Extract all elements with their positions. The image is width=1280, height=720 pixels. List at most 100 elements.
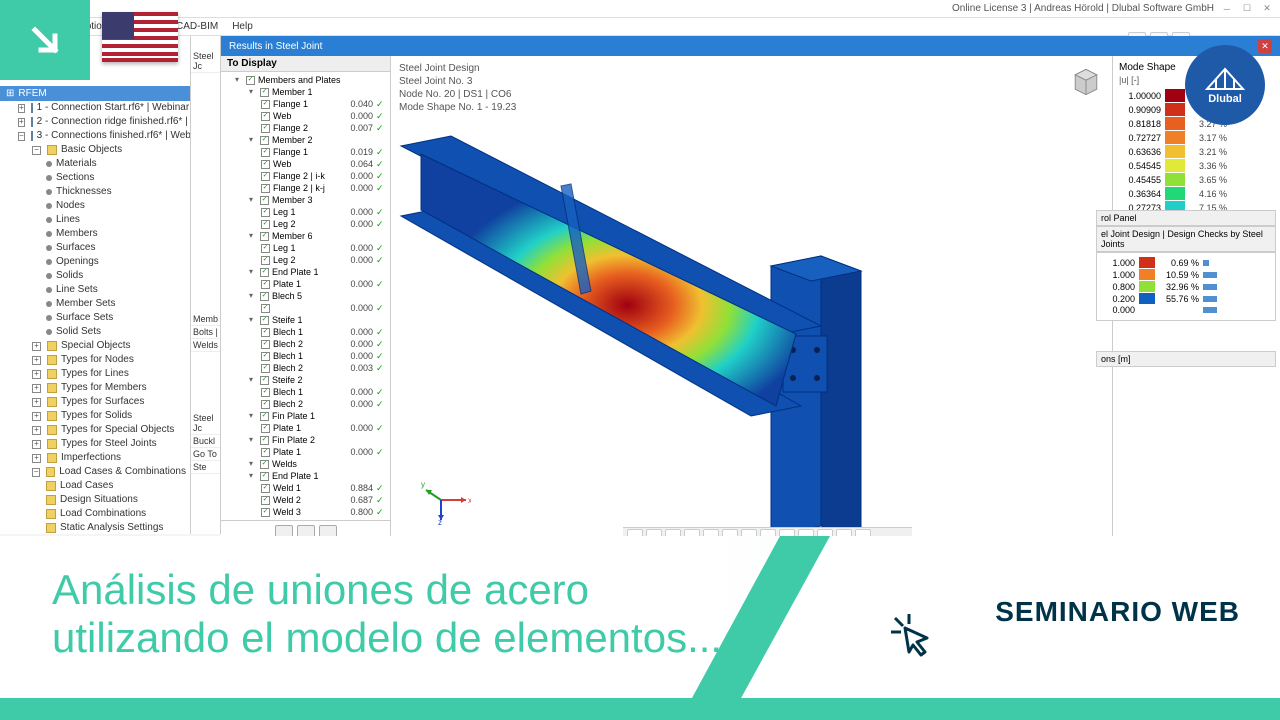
tree-file-3[interactable]: −3 - Connections finished.rf6* | Webinar — [0, 129, 190, 143]
tree-lcc[interactable]: −Load Cases & Combinations — [0, 465, 190, 479]
tree-item[interactable]: Solids — [0, 269, 190, 283]
rp-row: 0.000 — [1101, 305, 1271, 315]
disp-part[interactable]: ✓Leg 20.000✓ — [223, 254, 388, 266]
disp-part[interactable]: ✓Plate 10.000✓ — [223, 422, 388, 434]
legend-row: 0.454553.65 % — [1119, 173, 1274, 186]
tree-item[interactable]: +Types for Special Objects — [0, 423, 190, 437]
disp-part[interactable]: ✓Flange 10.019✓ — [223, 146, 388, 158]
flag-icon — [102, 12, 178, 62]
tree-item[interactable]: +Types for Lines — [0, 367, 190, 381]
tree-item[interactable]: Members — [0, 227, 190, 241]
tree-item[interactable]: Load Combinations — [0, 507, 190, 521]
tree-item[interactable]: Surfaces — [0, 241, 190, 255]
tree-file-1[interactable]: +1 - Connection Start.rf6* | Webinar — [0, 101, 190, 115]
tree-item[interactable]: Surface Sets — [0, 311, 190, 325]
disp-part[interactable]: ✓Weld 10.884✓ — [223, 482, 388, 494]
maximize-icon[interactable]: ☐ — [1240, 3, 1254, 15]
rp-header2: el Joint Design | Design Checks by Steel… — [1096, 226, 1276, 252]
disp-part[interactable]: ✓0.000✓ — [223, 302, 388, 314]
disp-part[interactable]: ✓Plate 10.000✓ — [223, 278, 388, 290]
tree-item[interactable]: Member Sets — [0, 297, 190, 311]
disp-part[interactable]: ✓Leg 20.000✓ — [223, 218, 388, 230]
disp-member[interactable]: ▾✓Fin Plate 1 — [223, 410, 388, 422]
legend-row: 0.363644.16 % — [1119, 187, 1274, 200]
tree-item[interactable]: +Special Objects — [0, 339, 190, 353]
disp-part[interactable]: ✓Plate 10.000✓ — [223, 446, 388, 458]
nav-root[interactable]: RFEM — [0, 86, 190, 101]
side-label: Buckl — [191, 435, 220, 448]
results-close-icon[interactable]: ✕ — [1258, 39, 1272, 53]
svg-text:x: x — [468, 496, 471, 505]
disp-part[interactable]: ✓Flange 2 | k-j0.000✓ — [223, 182, 388, 194]
rp-header3: ons [m] — [1096, 351, 1276, 367]
menubar: sults Tools Options Window CAD-BIM Help — [0, 18, 1280, 36]
side-label: Memb — [191, 313, 220, 326]
disp-member[interactable]: ▾✓Member 2 — [223, 134, 388, 146]
navigator-tree[interactable]: RFEM +1 - Connection Start.rf6* | Webina… — [0, 36, 191, 534]
tree-item[interactable]: Sections — [0, 171, 190, 185]
disp-member[interactable]: ▾✓End Plate 1 — [223, 470, 388, 482]
svg-text:y: y — [421, 480, 425, 489]
display-tree[interactable]: ▾✓Members and Plates▾✓Member 1✓Flange 10… — [221, 72, 390, 520]
tree-item[interactable]: +Types for Members — [0, 381, 190, 395]
tree-item[interactable]: Lines — [0, 213, 190, 227]
disp-part[interactable]: ✓Weld 30.800✓ — [223, 506, 388, 518]
disp-part[interactable]: ✓Flange 20.007✓ — [223, 122, 388, 134]
disp-part[interactable]: ✓Blech 20.000✓ — [223, 398, 388, 410]
view-cube-icon[interactable] — [1068, 64, 1104, 100]
tree-item[interactable]: Openings — [0, 255, 190, 269]
disp-member[interactable]: ▾✓End Plate 1 — [223, 266, 388, 278]
cursor-click-icon — [885, 608, 935, 658]
tree-item[interactable]: +Types for Solids — [0, 409, 190, 423]
tree-item[interactable]: Solid Sets — [0, 325, 190, 339]
tree-item[interactable]: Line Sets — [0, 283, 190, 297]
results-title: Results in Steel Joint — [229, 41, 322, 52]
legend-row: 0.636363.21 % — [1119, 145, 1274, 158]
disp-part[interactable]: ✓Web0.000✓ — [223, 110, 388, 122]
disp-part[interactable]: ✓Blech 20.003✓ — [223, 362, 388, 374]
disp-part[interactable]: ✓Web0.064✓ — [223, 158, 388, 170]
menu-help[interactable]: Help — [232, 21, 253, 32]
disp-part[interactable]: ✓Blech 20.000✓ — [223, 338, 388, 350]
titlebar: Webinar Online License 3 | Andreas Hörol… — [0, 0, 1280, 18]
disp-member[interactable]: ▾✓Blech 5 — [223, 290, 388, 302]
disp-member[interactable]: ▾✓Welds — [223, 458, 388, 470]
tree-item[interactable]: Static Analysis Settings — [0, 521, 190, 534]
disp-part[interactable]: ✓Flange 2 | i-k0.000✓ — [223, 170, 388, 182]
tree-item[interactable]: Thicknesses — [0, 185, 190, 199]
disp-member[interactable]: ▾✓Fin Plate 2 — [223, 434, 388, 446]
disp-member[interactable]: ▾✓Steife 2 — [223, 374, 388, 386]
menu-cadbim[interactable]: CAD-BIM — [176, 21, 218, 32]
disp-member[interactable]: ▾✓Member 6 — [223, 230, 388, 242]
axes-icon: x y z — [421, 475, 471, 525]
disp-part[interactable]: ✓Blech 10.000✓ — [223, 386, 388, 398]
minimize-icon[interactable]: ─ — [1220, 3, 1234, 15]
tree-item[interactable]: +Types for Steel Joints — [0, 437, 190, 451]
disp-part[interactable]: ✓Weld 20.687✓ — [223, 494, 388, 506]
close-icon[interactable]: ✕ — [1260, 3, 1274, 15]
disp-part[interactable]: ✓Leg 10.000✓ — [223, 242, 388, 254]
disp-part[interactable]: ✓Blech 10.000✓ — [223, 326, 388, 338]
disp-part[interactable]: ✓Blech 10.000✓ — [223, 350, 388, 362]
3d-viewer[interactable]: Steel Joint Design Steel Joint No. 3 Nod… — [391, 56, 1112, 545]
svg-text:z: z — [438, 518, 442, 525]
tree-item[interactable]: +Imperfections — [0, 451, 190, 465]
side-label: Welds — [191, 339, 220, 352]
disp-part[interactable]: ✓Flange 10.040✓ — [223, 98, 388, 110]
tree-item[interactable]: Nodes — [0, 199, 190, 213]
rp-row: 0.20055.76 % — [1101, 293, 1271, 304]
tree-file-2[interactable]: +2 - Connection ridge finished.rf6* | We… — [0, 115, 190, 129]
tree-item[interactable]: +Types for Nodes — [0, 353, 190, 367]
tree-basic[interactable]: −Basic Objects — [0, 143, 190, 157]
tree-item[interactable]: Design Situations — [0, 493, 190, 507]
disp-member[interactable]: ▾✓Member 3 — [223, 194, 388, 206]
tree-item[interactable]: Materials — [0, 157, 190, 171]
disp-part[interactable]: ✓Leg 10.000✓ — [223, 206, 388, 218]
side-label: Bolts | — [191, 326, 220, 339]
disp-member[interactable]: ▾✓Member 1 — [223, 86, 388, 98]
disp-root[interactable]: ▾✓Members and Plates — [223, 74, 388, 86]
tree-item[interactable]: Load Cases — [0, 479, 190, 493]
disp-member[interactable]: ▾✓Steife 1 — [223, 314, 388, 326]
tree-item[interactable]: +Types for Surfaces — [0, 395, 190, 409]
rp-header1: rol Panel — [1096, 210, 1276, 226]
